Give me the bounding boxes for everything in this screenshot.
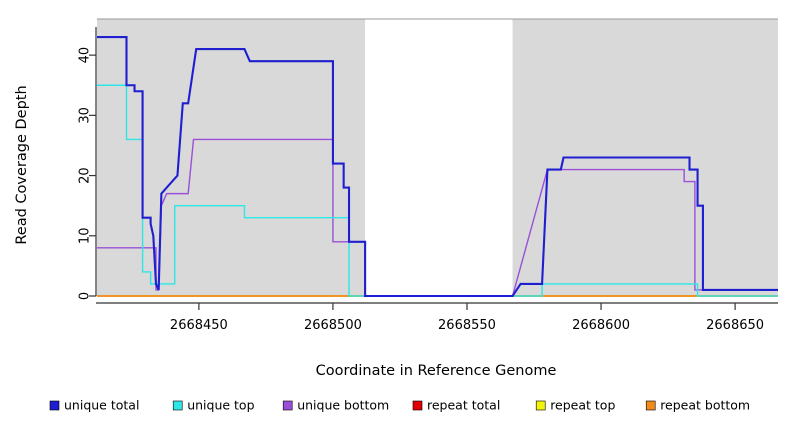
series-unique-top xyxy=(97,84,778,297)
series-unique-total xyxy=(97,36,778,298)
legend-label: repeat top xyxy=(550,398,615,413)
legend-label: repeat total xyxy=(427,398,500,413)
legend-swatch xyxy=(49,400,60,411)
x-tick-label: 2668450 xyxy=(170,318,228,333)
y-tick-label: 10 xyxy=(78,228,93,245)
x-tick-label: 2668600 xyxy=(572,318,630,333)
legend-label: unique bottom xyxy=(297,398,389,413)
legend-label: unique top xyxy=(187,398,254,413)
legend-swatch xyxy=(172,400,183,411)
chart-legend: unique total unique top unique bottom repea… xyxy=(49,398,750,413)
x-tick-label: 2668500 xyxy=(304,318,362,333)
y-tick-label: 0 xyxy=(78,292,93,300)
tick-labels: 0 10 20 30 40 2668450 2668500 2668550 2668600 266… xyxy=(78,47,765,333)
x-axis-title: Coordinate in Reference Genome xyxy=(316,363,557,379)
axes xyxy=(89,18,778,310)
series-lines xyxy=(97,36,778,298)
y-tick-label: 30 xyxy=(78,107,93,124)
legend-swatch xyxy=(282,400,293,411)
y-tick-label: 40 xyxy=(78,47,93,64)
legend-swatch xyxy=(412,400,423,411)
legend-label: unique total xyxy=(64,398,139,413)
x-tick-label: 2668550 xyxy=(438,318,496,333)
y-axis-title: Read Coverage Depth xyxy=(14,85,30,244)
y-tick-label: 20 xyxy=(78,167,93,184)
legend-label: repeat bottom xyxy=(660,398,750,413)
legend-swatch xyxy=(645,400,656,411)
legend-swatch xyxy=(535,400,546,411)
x-tick-label: 2668650 xyxy=(706,318,764,333)
